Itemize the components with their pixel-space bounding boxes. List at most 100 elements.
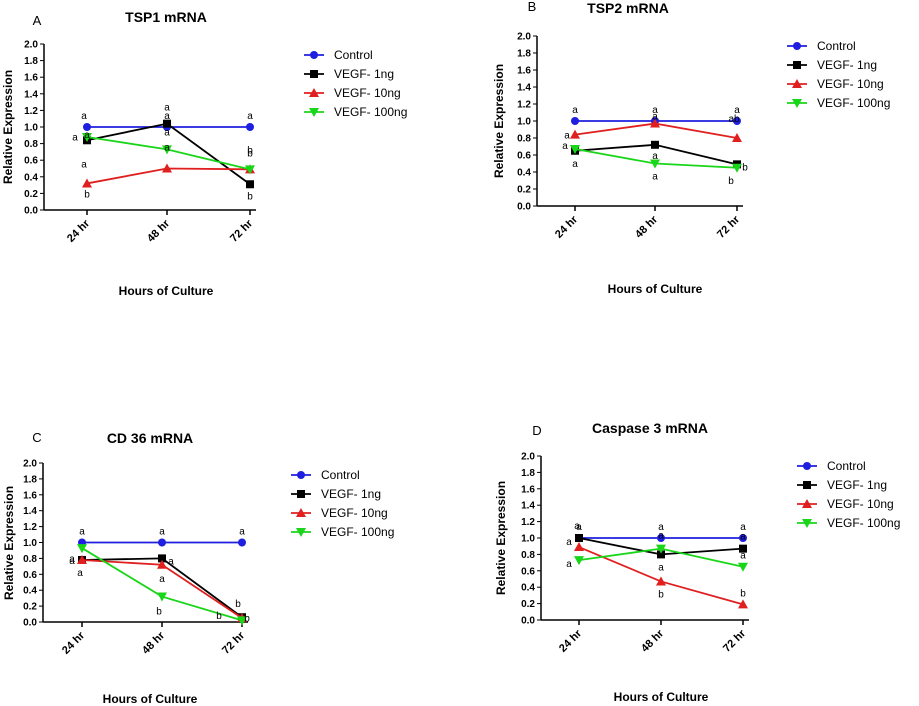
significance-label: b bbox=[247, 145, 253, 156]
significance-label: a bbox=[247, 111, 253, 122]
significance-label: a bbox=[740, 551, 746, 562]
significance-label: b bbox=[247, 148, 253, 159]
y-tick-label: 1.2 bbox=[521, 517, 535, 528]
significance-label: b bbox=[244, 613, 250, 624]
y-tick-label: 0.6 bbox=[24, 156, 38, 167]
x-tick-label: 24 hr bbox=[553, 213, 581, 241]
panel-a: A TSP1 mRNA 0.0 0.2 0.4 0.6 0.8 1.0 1.2 1.4 1.6 1.8… bbox=[1, 9, 407, 298]
x-tick-label: 48 hr bbox=[639, 627, 667, 655]
significance-label: a bbox=[658, 562, 664, 573]
legend-label: VEGF- 100ng bbox=[321, 525, 394, 539]
y-tick-label: 1.8 bbox=[23, 474, 37, 485]
y-tick-label: 1.8 bbox=[517, 49, 531, 60]
legend-label: VEGF- 10ng bbox=[334, 86, 401, 100]
x-tick-label: 72 hr bbox=[721, 627, 749, 655]
y-axis-label: Relative Expression bbox=[494, 481, 508, 595]
data-point-marker bbox=[77, 554, 87, 564]
legend-marker bbox=[296, 528, 306, 537]
chart-title: Caspase 3 mRNA bbox=[592, 420, 708, 436]
data-point-marker bbox=[570, 129, 580, 139]
legend-marker bbox=[793, 42, 801, 50]
series-vegf-1ng bbox=[575, 534, 747, 559]
significance-label: a bbox=[566, 537, 572, 548]
data-point-marker bbox=[738, 599, 748, 609]
legend-marker bbox=[802, 519, 812, 528]
data-point-marker bbox=[574, 542, 584, 552]
panel-d: D Caspase 3 mRNA 0.0 0.2 0.4 0.6 0.8 1.0 1.2 1.4 1… bbox=[494, 420, 900, 704]
significance-label: a bbox=[740, 532, 746, 543]
legend-label: VEGF- 1ng bbox=[334, 67, 394, 81]
series-vegf-10ng bbox=[570, 118, 742, 142]
y-tick-label: 0.0 bbox=[517, 202, 531, 213]
y-tick-label: 1.6 bbox=[521, 484, 535, 495]
legend-label: VEGF- 10ng bbox=[827, 497, 894, 511]
legend-label: VEGF- 1ng bbox=[827, 478, 887, 492]
y-tick-label: 0.2 bbox=[23, 602, 37, 613]
significance-label: a bbox=[740, 522, 746, 533]
significance-label: a bbox=[69, 554, 75, 565]
y-tick-label: 1.4 bbox=[23, 506, 37, 517]
data-point-marker bbox=[82, 132, 92, 142]
data-point-marker bbox=[574, 556, 584, 566]
y-tick-label: 2.0 bbox=[24, 40, 38, 51]
data-point-marker bbox=[246, 180, 254, 189]
data-point-marker bbox=[732, 133, 742, 142]
y-tick-label: 1.2 bbox=[517, 100, 531, 111]
y-tick-label: 0.0 bbox=[521, 616, 535, 627]
panel-b: B TSP2 mRNA 0.0 0.2 0.4 0.6 0.8 1.0 1.2 1.4 1.6 1.8… bbox=[492, 0, 890, 296]
y-tick-label: 0.6 bbox=[517, 151, 531, 162]
data-point-marker bbox=[77, 544, 87, 554]
data-point-marker bbox=[739, 544, 747, 553]
significance-label: b bbox=[156, 607, 162, 618]
y-tick-label: 0.8 bbox=[24, 139, 38, 150]
y-tick-label: 1.4 bbox=[517, 83, 531, 94]
chart-title: TSP2 mRNA bbox=[587, 0, 669, 16]
x-axis-label: Hours of Culture bbox=[119, 284, 214, 298]
data-point-marker bbox=[237, 616, 247, 626]
x-tick-label: 48 hr bbox=[140, 629, 168, 657]
x-axis-label: Hours of Culture bbox=[608, 282, 703, 296]
significance-label: a bbox=[168, 556, 174, 567]
y-tick-label: 1.0 bbox=[521, 534, 535, 545]
data-point-marker bbox=[246, 123, 254, 131]
x-tick-label: 72 hr bbox=[220, 629, 248, 657]
x-axis-label: Hours of Culture bbox=[103, 692, 198, 706]
legend-marker bbox=[297, 471, 305, 479]
y-tick-label: 0.4 bbox=[521, 583, 535, 594]
data-point-marker bbox=[738, 562, 748, 572]
significance-label: a bbox=[164, 143, 170, 154]
y-tick-label: 1.0 bbox=[23, 538, 37, 549]
significance-label: b bbox=[742, 162, 748, 173]
x-axis-label: Hours of Culture bbox=[614, 690, 709, 704]
legend-label: VEGF- 1ng bbox=[321, 487, 381, 501]
significance-label: a bbox=[81, 111, 87, 122]
y-tick-label: 0.6 bbox=[521, 566, 535, 577]
significance-label: a bbox=[566, 559, 572, 570]
significance-label: a bbox=[84, 130, 90, 141]
legend: Control VEGF- 1ng VEGF- 10ng VEGF- 100ng bbox=[797, 459, 900, 530]
legend-marker bbox=[310, 51, 318, 59]
data-point-marker bbox=[83, 123, 91, 131]
y-tick-label: 1.0 bbox=[24, 123, 38, 134]
significance-label: a bbox=[572, 105, 578, 116]
data-point-marker bbox=[163, 119, 171, 128]
x-tick-label: 72 hr bbox=[715, 213, 743, 241]
legend-marker bbox=[802, 499, 812, 508]
data-point-marker bbox=[650, 118, 660, 128]
x-tick-label: 48 hr bbox=[145, 217, 173, 245]
data-point-marker bbox=[162, 163, 172, 173]
legend-label: Control bbox=[321, 468, 360, 482]
legend-marker bbox=[803, 481, 811, 489]
y-tick-label: 1.2 bbox=[23, 522, 37, 533]
y-tick-label: 1.6 bbox=[23, 490, 37, 501]
y-tick-label: 1.4 bbox=[24, 89, 38, 100]
series-control bbox=[78, 538, 246, 547]
legend-label: Control bbox=[334, 48, 373, 62]
data-point-marker bbox=[158, 554, 166, 563]
data-point-marker bbox=[82, 178, 92, 188]
legend-marker bbox=[309, 88, 319, 97]
y-tick-label: 1.6 bbox=[24, 73, 38, 84]
y-tick-label: 0.8 bbox=[517, 134, 531, 145]
data-point-marker bbox=[657, 534, 665, 542]
